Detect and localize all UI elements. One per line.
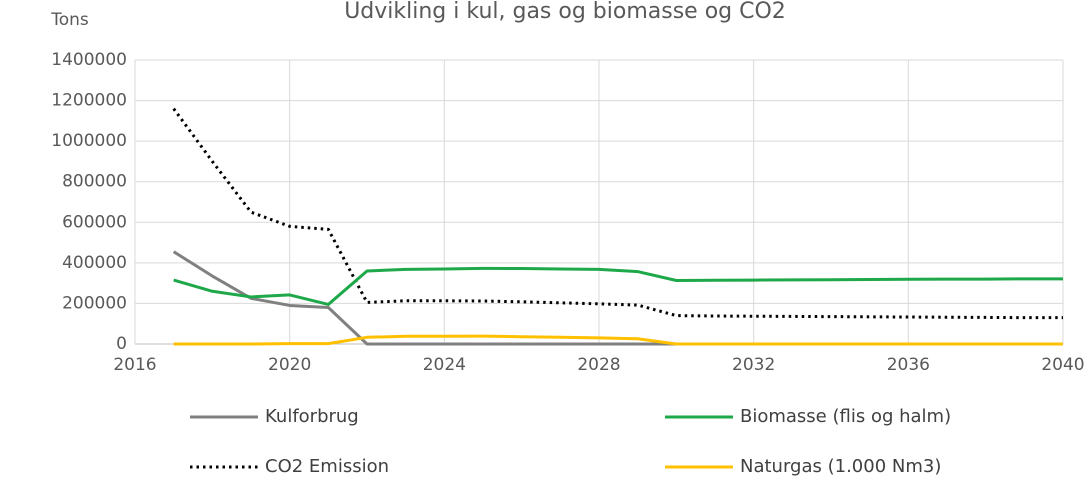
x-tick-label: 2028 xyxy=(577,355,620,375)
legend-label: Biomasse (flis og halm) xyxy=(740,406,951,427)
legend-label: Naturgas (1.000 Nm3) xyxy=(740,456,941,477)
y-axis-label: Tons xyxy=(50,10,89,30)
legend-label: CO2 Emission xyxy=(265,456,389,477)
legend-label: Kulforbrug xyxy=(265,406,359,427)
x-tick-label: 2036 xyxy=(887,355,930,375)
x-tick-label: 2016 xyxy=(113,355,156,375)
y-tick-label: 1400000 xyxy=(51,50,127,70)
y-tick-label: 600000 xyxy=(62,212,127,232)
chart-title: Udvikling i kul, gas og biomasse og CO2 xyxy=(344,0,786,24)
y-tick-label: 400000 xyxy=(62,253,127,273)
x-tick-label: 2032 xyxy=(732,355,775,375)
y-tick-label: 0 xyxy=(116,334,127,354)
x-tick-label: 2020 xyxy=(268,355,311,375)
y-tick-label: 1000000 xyxy=(51,131,127,151)
series-line xyxy=(173,266,1063,306)
y-tick-label: 200000 xyxy=(62,293,127,313)
series-line xyxy=(173,334,1063,346)
y-tick-label: 800000 xyxy=(62,172,127,192)
x-tick-label: 2024 xyxy=(423,355,466,375)
x-tick-label: 2040 xyxy=(1041,355,1084,375)
y-tick-label: 1200000 xyxy=(51,91,127,111)
series-line xyxy=(172,107,1063,320)
